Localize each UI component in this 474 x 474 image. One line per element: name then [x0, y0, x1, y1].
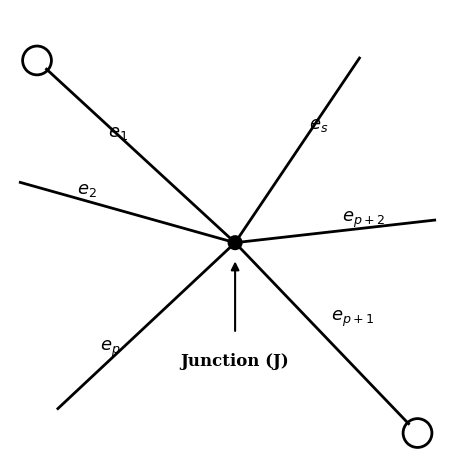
Text: $e_1$: $e_1$	[108, 124, 128, 142]
Text: $e_s$: $e_s$	[309, 116, 328, 134]
Circle shape	[228, 236, 242, 249]
Text: $e_p$: $e_p$	[100, 339, 120, 359]
Text: Junction (J): Junction (J)	[181, 353, 290, 370]
Text: $e_{p+2}$: $e_{p+2}$	[342, 210, 386, 230]
Text: $e_{p+1}$: $e_{p+1}$	[331, 309, 374, 328]
Text: $e_2$: $e_2$	[77, 181, 97, 199]
